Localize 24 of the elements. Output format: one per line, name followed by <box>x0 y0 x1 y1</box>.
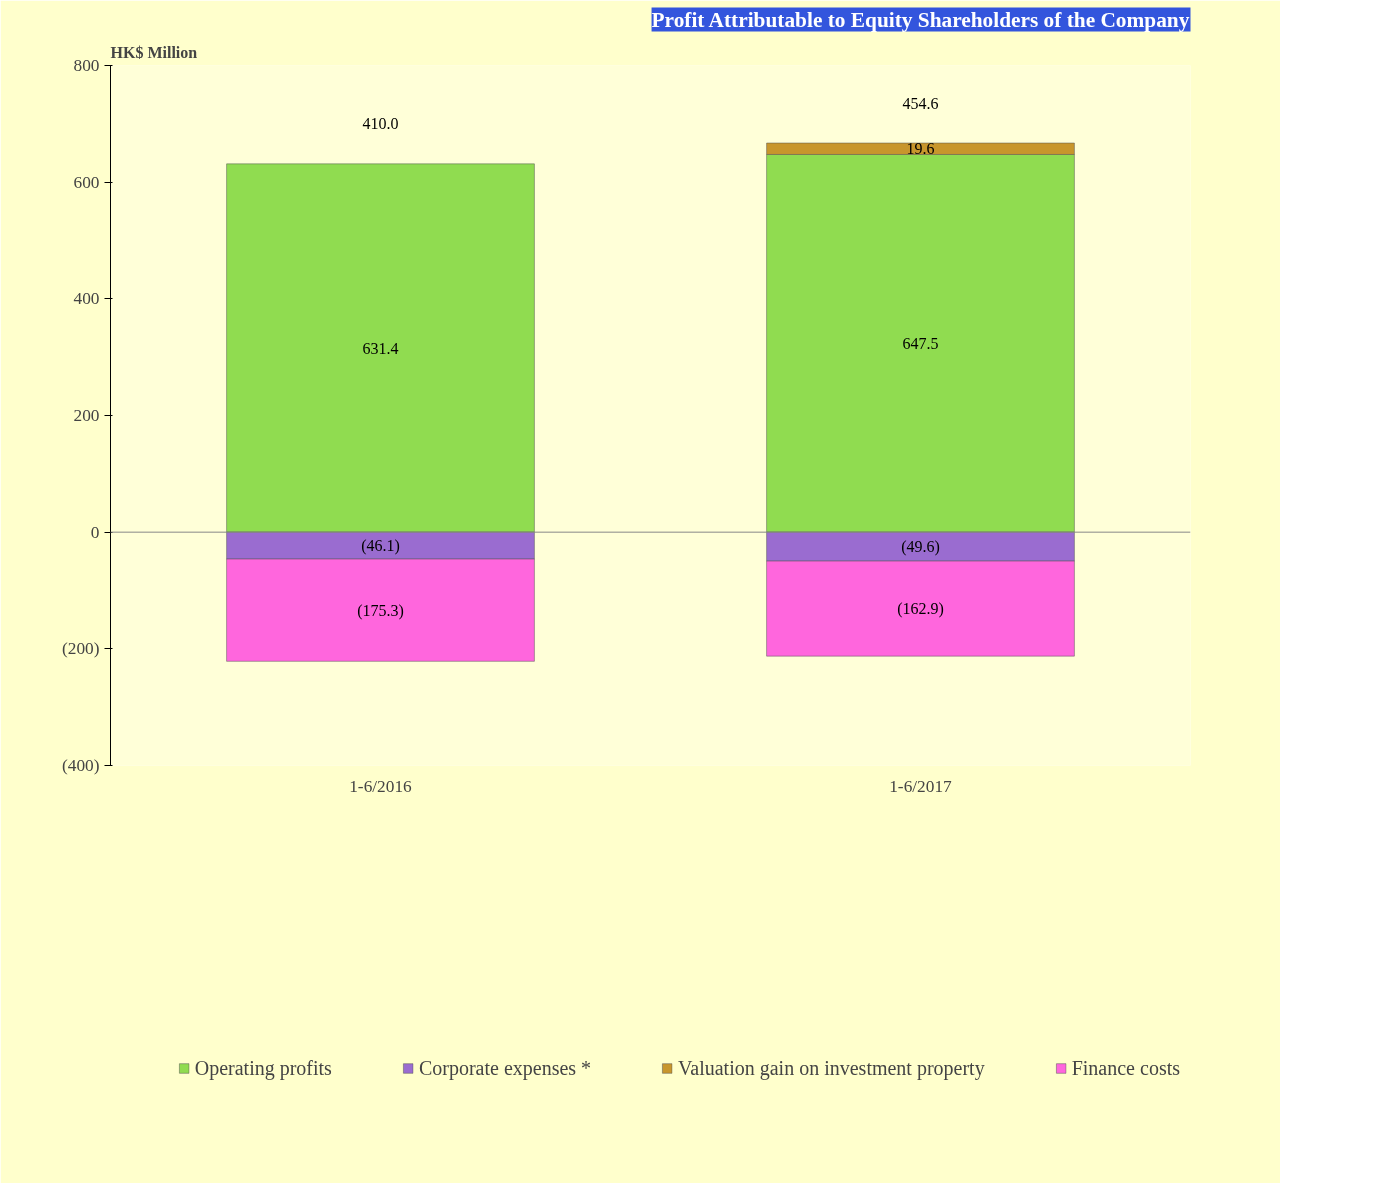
data-label: (175.3) <box>357 601 404 620</box>
x-tick-label: 1-6/2016 <box>349 776 413 796</box>
y-tick-label: 600 <box>73 172 100 192</box>
data-label: (49.6) <box>901 538 940 557</box>
legend-label: Finance costs <box>1071 1056 1180 1080</box>
legend-label: Valuation gain on investment property <box>678 1056 985 1080</box>
chart-title: Profit Attributable to Equity Shareholders of the Company <box>651 7 1190 32</box>
x-tick-label: 1-6/2017 <box>889 776 953 796</box>
y-tick-label: (400) <box>61 756 100 775</box>
y-tick-label: 200 <box>73 406 100 425</box>
legend-label: Operating profits <box>194 1056 332 1080</box>
data-label: (46.1) <box>361 537 400 556</box>
data-label: 631.4 <box>362 339 399 357</box>
data-label: 19.6 <box>906 140 935 158</box>
y-tick-label: 0 <box>90 522 100 542</box>
total-label: 454.6 <box>902 94 939 112</box>
total-label: 410.0 <box>362 115 399 133</box>
y-tick-label: (200) <box>61 639 100 659</box>
y-tick-label: 800 <box>73 56 100 75</box>
y-axis-title: HK$ Million <box>110 43 198 61</box>
legend-label: Corporate expenses * <box>418 1056 592 1080</box>
data-label: 647.5 <box>902 334 939 352</box>
y-tick-label: 400 <box>73 289 100 309</box>
data-label: (162.9) <box>897 600 944 619</box>
